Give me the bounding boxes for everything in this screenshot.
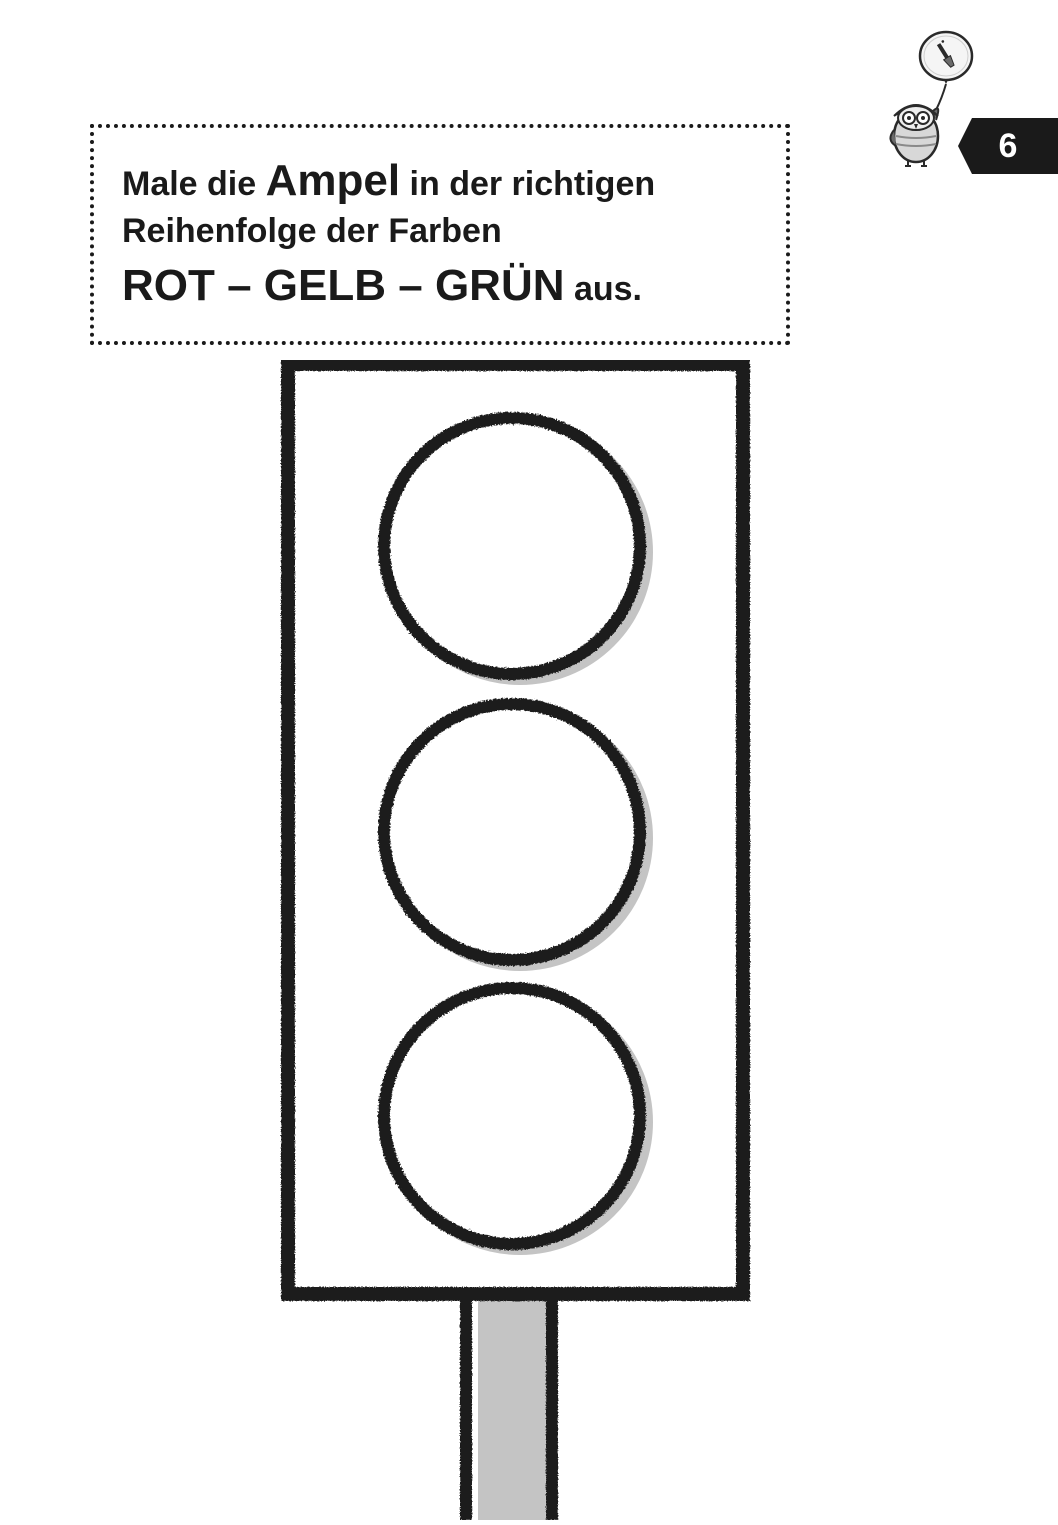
instruction-line-3: ROT – GELB – GRÜN aus. bbox=[122, 257, 758, 314]
page-number: 6 bbox=[999, 127, 1018, 166]
instruction-highlight-word: Ampel bbox=[266, 156, 400, 205]
mascot-owl bbox=[874, 28, 984, 178]
instruction-line-1: Male die Ampel in der richtigen bbox=[122, 152, 758, 209]
instruction-text: Male die bbox=[122, 165, 266, 203]
instruction-tail: aus. bbox=[565, 270, 642, 308]
balloon-icon bbox=[920, 32, 972, 110]
owl-body bbox=[890, 105, 938, 166]
instruction-colors: ROT – GELB – GRÜN bbox=[122, 261, 565, 310]
middle-light bbox=[384, 704, 648, 966]
top-light bbox=[384, 418, 648, 680]
instruction-text: in der richtigen bbox=[400, 165, 655, 203]
bottom-light bbox=[384, 988, 648, 1250]
instruction-line-2: Reihenfolge der Farben bbox=[122, 209, 758, 253]
traffic-light-figure bbox=[280, 360, 760, 1500]
instruction-box: Male die Ampel in der richtigen Reihenfo… bbox=[90, 124, 790, 345]
